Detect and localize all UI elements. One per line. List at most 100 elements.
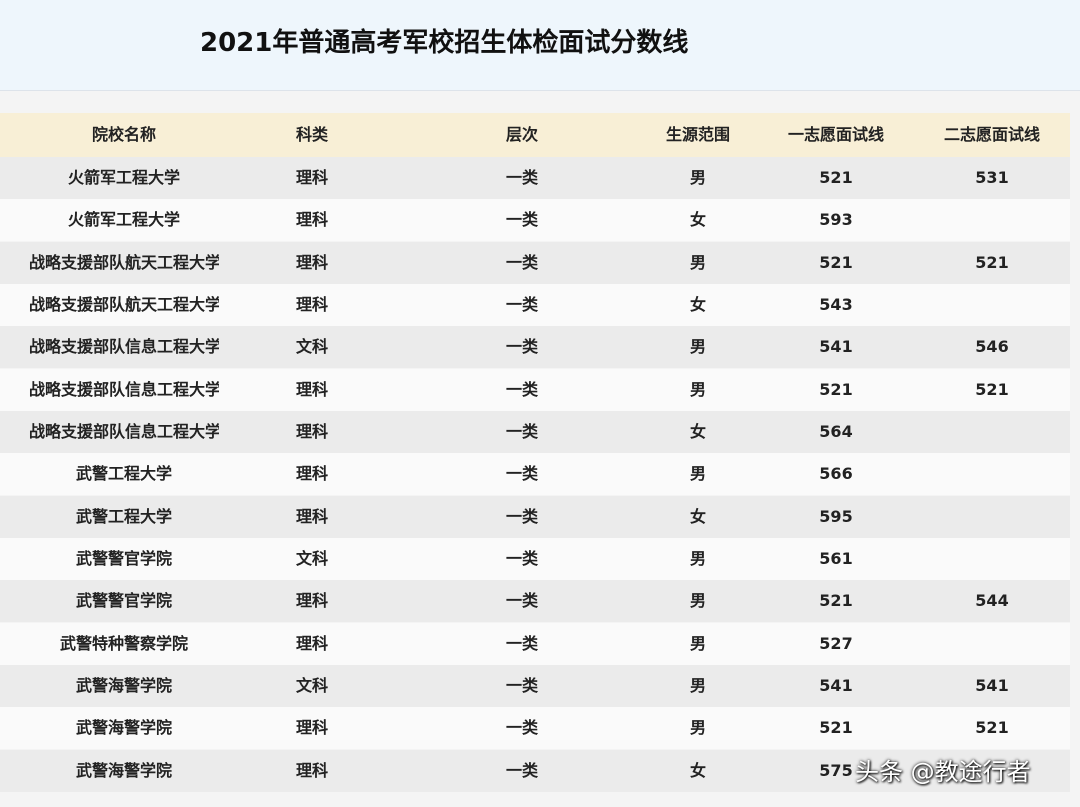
second-choice-score bbox=[912, 453, 1072, 495]
first-choice-score: 575 bbox=[819, 760, 853, 780]
school-name: 武警工程大学 bbox=[75, 506, 172, 526]
level: 一类 bbox=[505, 591, 538, 611]
table-row: 战略支援部队信息工程大学 文科 一类 男 541 546 bbox=[0, 326, 1070, 369]
second-choice-score: 541 bbox=[975, 675, 1009, 695]
gender: 男 bbox=[689, 548, 706, 568]
table-row: 火箭军工程大学 理科 一类 男 521 531 bbox=[0, 157, 1070, 199]
level: 一类 bbox=[505, 760, 538, 780]
school-name: 战略支援部队信息工程大学 bbox=[29, 379, 219, 399]
table-row: 武警警官学院 理科 一类 男 521 544 bbox=[0, 580, 1070, 623]
level: 一类 bbox=[505, 337, 538, 357]
subject: 理科 bbox=[295, 252, 328, 272]
level: 一类 bbox=[505, 168, 538, 187]
subject: 理科 bbox=[295, 591, 328, 611]
level: 一类 bbox=[505, 675, 538, 695]
gender: 女 bbox=[689, 210, 706, 230]
second-choice-score bbox=[912, 199, 1072, 241]
level: 一类 bbox=[505, 379, 538, 399]
table-row: 武警海警学院 理科 一类 女 575 bbox=[0, 749, 1070, 792]
school-name: 武警海警学院 bbox=[75, 760, 172, 780]
title: 2021年普通高考军校招生体检面试分数线 bbox=[200, 28, 689, 58]
first-choice-score: 595 bbox=[819, 506, 853, 526]
level: 一类 bbox=[505, 210, 538, 230]
second-choice-score bbox=[912, 623, 1072, 665]
watermark: 头条 @教途行者 bbox=[855, 758, 1031, 786]
first-choice-score: 521 bbox=[819, 379, 853, 399]
gender: 男 bbox=[689, 464, 706, 484]
subject: 文科 bbox=[295, 548, 328, 568]
second-choice-score: 546 bbox=[975, 337, 1009, 357]
first-choice-score: 543 bbox=[819, 294, 853, 314]
gender: 女 bbox=[689, 421, 706, 441]
table-row: 武警特种警察学院 理科 一类 男 527 bbox=[0, 622, 1072, 665]
subject: 理科 bbox=[295, 210, 328, 230]
gender: 男 bbox=[689, 379, 706, 399]
subject: 理科 bbox=[295, 168, 328, 187]
first-choice-score: 521 bbox=[819, 168, 853, 187]
school-name: 武警特种警察学院 bbox=[59, 633, 188, 653]
subject: 文科 bbox=[295, 337, 328, 357]
level: 一类 bbox=[505, 294, 538, 314]
gender: 男 bbox=[689, 591, 706, 611]
first-choice-score: 564 bbox=[819, 421, 853, 441]
school-name: 火箭军工程大学 bbox=[67, 168, 180, 187]
subject: 理科 bbox=[295, 379, 328, 399]
level: 一类 bbox=[505, 506, 538, 526]
gender: 男 bbox=[689, 633, 706, 653]
column-header: 二志愿面试线 bbox=[943, 125, 1040, 144]
first-choice-score: 541 bbox=[819, 337, 853, 357]
school-name: 武警警官学院 bbox=[75, 591, 172, 611]
second-choice-score: 531 bbox=[975, 168, 1009, 187]
gender: 男 bbox=[689, 252, 706, 272]
level: 一类 bbox=[505, 633, 538, 653]
gender: 男 bbox=[689, 718, 706, 738]
first-choice-score: 541 bbox=[819, 675, 853, 695]
level: 一类 bbox=[505, 464, 538, 484]
table-row: 战略支援部队信息工程大学 理科 一类 女 564 bbox=[0, 410, 1072, 453]
subject: 理科 bbox=[295, 633, 328, 653]
school-name: 战略支援部队航天工程大学 bbox=[29, 294, 219, 314]
first-choice-score: 593 bbox=[819, 210, 853, 230]
school-name: 战略支援部队信息工程大学 bbox=[29, 337, 219, 357]
second-choice-score bbox=[912, 411, 1072, 453]
level: 一类 bbox=[505, 421, 538, 441]
school-name: 武警海警学院 bbox=[75, 675, 172, 695]
column-header: 院校名称 bbox=[91, 125, 156, 144]
title-band: 2021年普通高考军校招生体检面试分数线 bbox=[0, 0, 1080, 91]
table-row: 武警工程大学 理科 一类 男 566 bbox=[0, 453, 1072, 496]
second-choice-score bbox=[912, 284, 1072, 326]
level: 一类 bbox=[505, 548, 538, 568]
column-header: 科类 bbox=[295, 125, 328, 144]
second-choice-score: 544 bbox=[975, 591, 1009, 611]
school-name: 武警警官学院 bbox=[75, 548, 172, 568]
gender: 男 bbox=[689, 168, 706, 187]
subject: 理科 bbox=[295, 760, 328, 780]
subject: 理科 bbox=[295, 421, 328, 441]
table-row: 战略支援部队航天工程大学 理科 一类 女 543 bbox=[0, 283, 1072, 326]
first-choice-score: 561 bbox=[819, 548, 853, 568]
second-choice-score: 521 bbox=[975, 718, 1009, 738]
column-header: 一志愿面试线 bbox=[787, 125, 884, 144]
first-choice-score: 521 bbox=[819, 252, 853, 272]
school-name: 战略支援部队航天工程大学 bbox=[29, 252, 219, 272]
school-name: 武警工程大学 bbox=[75, 464, 172, 484]
subject: 理科 bbox=[295, 294, 328, 314]
gender: 男 bbox=[689, 675, 706, 695]
second-choice-score: 521 bbox=[975, 252, 1009, 272]
subject: 理科 bbox=[295, 506, 328, 526]
gender: 女 bbox=[689, 506, 706, 526]
table-header: 院校名称 科类 层次 生源范围 一志愿面试线 二志愿面试线 bbox=[0, 113, 1070, 157]
table-row: 战略支援部队航天工程大学 理科 一类 男 521 521 bbox=[0, 241, 1070, 284]
second-choice-score bbox=[912, 496, 1072, 538]
first-choice-score: 527 bbox=[819, 633, 853, 653]
table-row: 火箭军工程大学 理科 一类 女 593 bbox=[0, 199, 1072, 242]
school-name: 武警海警学院 bbox=[75, 718, 172, 738]
gender: 女 bbox=[689, 294, 706, 314]
second-choice-score: 521 bbox=[975, 379, 1009, 399]
gender: 男 bbox=[689, 337, 706, 357]
first-choice-score: 521 bbox=[819, 718, 853, 738]
subject: 文科 bbox=[295, 675, 328, 695]
first-choice-score: 521 bbox=[819, 591, 853, 611]
column-header: 生源范围 bbox=[665, 125, 730, 144]
